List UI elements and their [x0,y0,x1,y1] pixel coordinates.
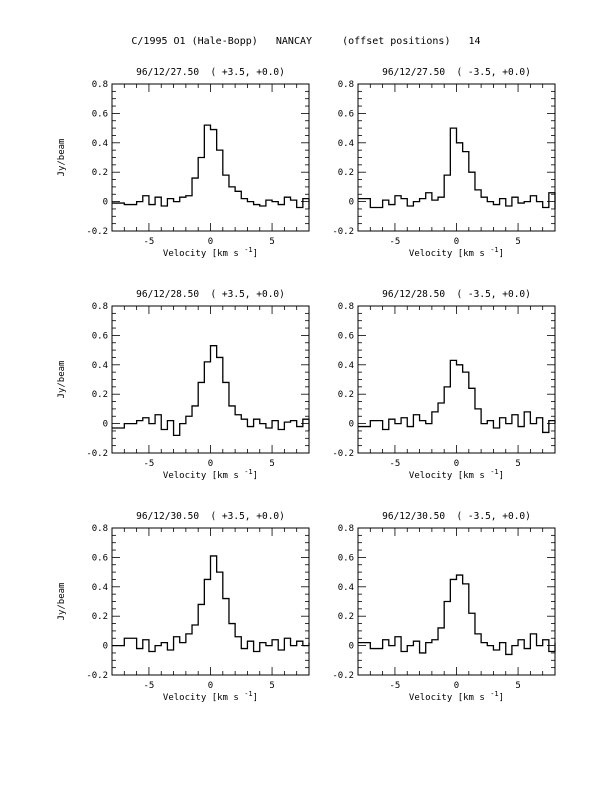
y-tick-label: 0.2 [338,168,354,178]
x-tick-label: -5 [144,459,155,469]
x-axis-label: Velocity [km s -1] [409,690,504,703]
y-tick-label: -0.2 [86,449,108,459]
y-tick-label: 0.4 [338,361,354,371]
x-tick-label: 5 [515,237,520,247]
x-tick-label: 5 [515,681,520,691]
page-title: C/1995 O1 (Hale-Bopp) NANCAY (offset pos… [131,36,481,47]
y-tick-label: -0.2 [332,671,354,681]
plot-frame [111,527,310,676]
y-tick-label: 0.8 [92,524,108,534]
plot-frame [357,527,556,676]
spectrum-panel-4: 96/12/28.50 ( -3.5, +0.0) -5 0 5 -0.2 0 0.2 0.4… [332,289,556,481]
y-tick-label: 0.4 [92,583,108,593]
y-tick-label: 0.6 [92,553,108,563]
x-tick-label: 5 [269,237,274,247]
y-tick-label: 0.8 [92,80,108,90]
panel-title: 96/12/28.50 ( +3.5, +0.0) [136,289,285,300]
x-axis-label: Velocity [km s -1] [163,468,258,481]
y-axis-label: Jy/beam [57,583,67,621]
y-tick-label: 0.2 [92,168,108,178]
y-tick-label: 0 [103,420,108,430]
y-tick-label: 0 [349,198,354,208]
y-tick-label: 0.6 [338,109,354,119]
spectrum-line [358,359,556,434]
y-tick-label: 0.8 [338,524,354,534]
x-tick-label: 5 [269,681,274,691]
y-tick-label: 0.2 [92,390,108,400]
panel-title: 96/12/28.50 ( -3.5, +0.0) [382,289,531,300]
spectrum-panel-6: 96/12/30.50 ( -3.5, +0.0) -5 0 5 -0.2 0 0.2 0.4… [332,511,556,703]
y-tick-label: 0.4 [92,139,108,149]
x-tick-label: 5 [269,459,274,469]
spectrum-panel-3: 96/12/28.50 ( +3.5, +0.0) -5 0 5 -0.2 0 0.2 0.4… [57,289,310,481]
spectrum-line [358,574,556,656]
spectrum-panel-2: 96/12/27.50 ( -3.5, +0.0) -5 0 5 -0.2 0 0.2 0.4… [332,67,556,259]
y-axis-label: Jy/beam [57,139,67,177]
y-tick-label: 0.6 [92,331,108,341]
panel-title: 96/12/30.50 ( +3.5, +0.0) [136,511,285,522]
y-tick-label: -0.2 [86,227,108,237]
plot-frame [111,305,310,454]
spectrum-line [112,124,310,209]
x-axis-label: Velocity [km s -1] [163,246,258,259]
x-axis-label: Velocity [km s -1] [409,468,504,481]
spectrum-line [112,555,310,653]
x-tick-label: 0 [454,237,459,247]
plot-frame [357,83,556,232]
y-tick-label: 0.8 [338,302,354,312]
x-tick-label: -5 [390,237,401,247]
y-tick-label: -0.2 [86,671,108,681]
x-tick-label: -5 [144,237,155,247]
spectrum-panel-5: 96/12/30.50 ( +3.5, +0.0) -5 0 5 -0.2 0 0.2 0.4… [57,511,310,703]
y-tick-label: 0.2 [338,612,354,622]
y-tick-label: 0 [349,642,354,652]
panel-title: 96/12/27.50 ( +3.5, +0.0) [136,67,285,78]
y-axis-label: Jy/beam [57,361,67,399]
y-tick-label: 0.6 [338,553,354,563]
x-tick-label: 0 [208,681,213,691]
y-tick-label: 0 [349,420,354,430]
x-tick-label: 0 [454,459,459,469]
plot-frame [357,305,556,454]
y-tick-label: 0.2 [92,612,108,622]
y-tick-label: 0.4 [338,139,354,149]
x-tick-label: 0 [208,237,213,247]
x-tick-label: 5 [515,459,520,469]
y-tick-label: 0.6 [338,331,354,341]
y-tick-label: -0.2 [332,449,354,459]
y-tick-label: 0.8 [92,302,108,312]
x-tick-label: -5 [390,681,401,691]
spectrum-panel-1: 96/12/27.50 ( +3.5, +0.0) -5 0 5 -0.2 0 0.2 0.4… [57,67,310,259]
x-tick-label: 0 [454,681,459,691]
x-axis-label: Velocity [km s -1] [163,690,258,703]
spectrum-line [358,127,556,209]
y-tick-label: 0.4 [92,361,108,371]
x-axis-label: Velocity [km s -1] [409,246,504,259]
y-tick-label: 0.4 [338,583,354,593]
x-tick-label: -5 [390,459,401,469]
y-tick-label: 0.2 [338,390,354,400]
x-tick-label: -5 [144,681,155,691]
x-tick-label: 0 [208,459,213,469]
y-tick-label: 0 [103,642,108,652]
y-tick-label: 0 [103,198,108,208]
panel-title: 96/12/27.50 ( -3.5, +0.0) [382,67,531,78]
y-tick-label: 0.6 [92,109,108,119]
plot-frame [111,83,310,232]
spectrum-line [112,345,310,437]
panel-title: 96/12/30.50 ( -3.5, +0.0) [382,511,531,522]
y-tick-label: -0.2 [332,227,354,237]
y-tick-label: 0.8 [338,80,354,90]
